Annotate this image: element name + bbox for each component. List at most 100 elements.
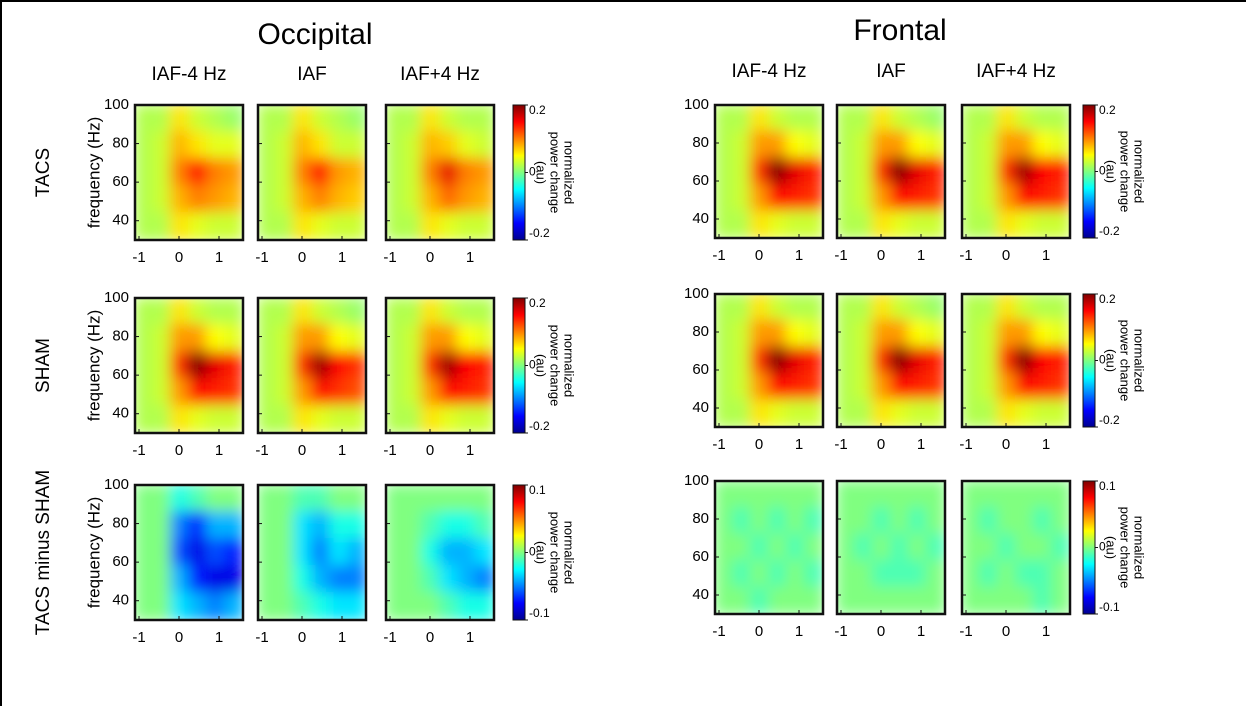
x-tick-label: 0 [298, 249, 306, 266]
heatmap-cell [1051, 346, 1070, 375]
colorbar-label: (au) [534, 354, 549, 377]
heatmap-cell [997, 506, 1017, 536]
heatmap-cell [979, 183, 999, 213]
colorbar [512, 484, 526, 621]
panel-frame [384, 296, 496, 435]
panel-frame [835, 103, 947, 240]
heatmap-cell [206, 538, 226, 567]
heatmap-cell [475, 538, 494, 567]
heatmap-cell [962, 533, 981, 562]
heatmap-cells [386, 105, 494, 240]
y-tick-label: 80 [692, 134, 709, 151]
y-tick-label: 100 [104, 476, 129, 493]
heatmap-cell [1015, 183, 1035, 213]
colorbar-label: (au) [1104, 160, 1119, 183]
x-tick-label: 1 [215, 249, 223, 266]
heatmap-cell [347, 485, 366, 513]
heatmap-cells [715, 294, 823, 427]
heatmap-cell [854, 559, 874, 589]
heatmap-cell [135, 131, 154, 160]
heatmap-cell [837, 399, 856, 427]
heatmap-cell [854, 346, 874, 375]
heatmap-cell [403, 324, 423, 353]
heatmap-cell [804, 346, 823, 375]
colorbar-label: (au) [534, 161, 549, 184]
colorbar-tick-label: -0.2 [1099, 413, 1120, 427]
heatmap-cell [329, 324, 349, 353]
heatmap-cell [804, 533, 823, 562]
heatmap-panel [135, 105, 243, 240]
heatmap-cell [926, 586, 945, 614]
heatmap-cell [439, 538, 459, 567]
heatmap-cell [1015, 586, 1035, 614]
heatmap-cell [329, 212, 349, 240]
heatmap-cell [1051, 157, 1070, 186]
heatmap-cell [872, 506, 892, 536]
heatmap-cell [926, 130, 945, 160]
colorbar-tick-label: -0.2 [529, 226, 550, 240]
colorbar-tick-label: 0 [1099, 540, 1106, 554]
y-tick-label: 60 [112, 173, 129, 190]
heatmap-cell [206, 351, 226, 380]
heatmap-cell [997, 105, 1017, 133]
heatmap-cell [152, 131, 172, 160]
x-tick-label: 1 [917, 623, 925, 640]
heatmap-cell [275, 405, 295, 433]
column-label: IAF+4 Hz [976, 61, 1056, 82]
heatmap-cell [403, 105, 423, 133]
heatmap-cell [386, 405, 405, 433]
heatmap-cell [872, 481, 892, 509]
heatmap-cell [1015, 346, 1035, 375]
heatmap-cell [1051, 399, 1070, 427]
x-tick-label: 1 [466, 629, 474, 646]
heatmap-cell [206, 185, 226, 214]
heatmap-cell [750, 372, 770, 402]
heatmap-cell [206, 511, 226, 540]
heatmap-cell [347, 105, 366, 133]
y-tick-label: 60 [692, 548, 709, 565]
heatmap-cell [1015, 157, 1035, 186]
heatmap-cell [311, 105, 331, 133]
heatmap-cell [403, 485, 423, 513]
heatmap-cell [475, 298, 494, 326]
heatmap-cell [439, 405, 459, 433]
heatmap-cell [386, 105, 405, 133]
heatmap-cell [804, 183, 823, 213]
heatmap-cell [457, 538, 477, 567]
heatmap-cell [804, 481, 823, 509]
heatmap-cell [152, 511, 172, 540]
heatmap-cell [275, 538, 295, 567]
heatmap-cell [997, 399, 1017, 427]
colorbar-label: power change [1118, 320, 1133, 402]
heatmap-cell [258, 592, 277, 620]
heatmap-cell [804, 319, 823, 349]
heatmap-cell [475, 592, 494, 620]
panel-frame [960, 479, 1072, 616]
heatmap-cell [962, 130, 981, 160]
heatmap-cell [732, 559, 752, 589]
heatmap-cell [475, 158, 494, 187]
heatmap-cell [152, 324, 172, 353]
heatmap-cell [329, 378, 349, 407]
heatmap-cell [854, 130, 874, 160]
heatmap-cell [329, 351, 349, 380]
heatmap-cell [979, 294, 999, 322]
x-tick-label: 1 [338, 249, 346, 266]
y-tick-label: 80 [692, 323, 709, 340]
heatmap-cell [854, 294, 874, 322]
column-label: IAF-4 Hz [152, 64, 227, 85]
heatmap-cell [979, 319, 999, 349]
heatmap-cell [768, 294, 788, 322]
heatmap-cell [1051, 481, 1070, 509]
heatmap-cell [258, 511, 277, 540]
y-tick-label: 80 [692, 510, 709, 527]
heatmap-cell [135, 324, 154, 353]
heatmap-cell [152, 592, 172, 620]
heatmap-cell [224, 592, 243, 620]
heatmap-cell [1033, 533, 1053, 562]
heatmap-cell [421, 565, 441, 594]
heatmap-cell [439, 185, 459, 214]
heatmap-cell [329, 592, 349, 620]
heatmap-cell [152, 105, 172, 133]
colorbar [512, 104, 526, 241]
